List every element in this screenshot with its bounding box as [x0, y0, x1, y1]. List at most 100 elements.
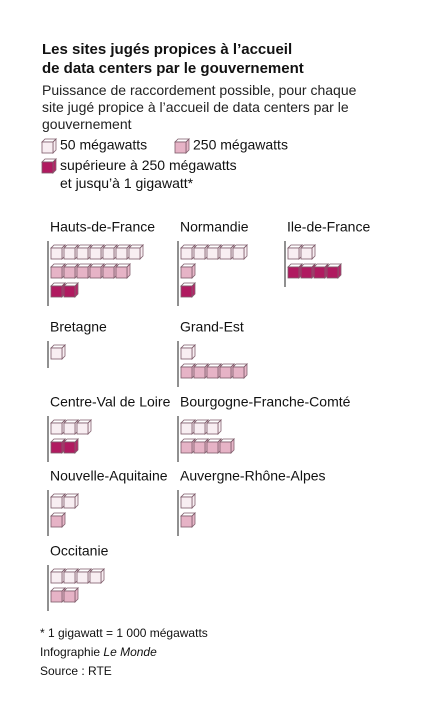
cube-top: [206, 419, 222, 424]
cube-top: [41, 138, 57, 143]
cube-top: [193, 363, 209, 368]
cube-top: [102, 263, 118, 268]
cube-front: [89, 266, 102, 279]
cube-top: [180, 438, 196, 443]
cube-row: [287, 263, 342, 279]
cube-top: [180, 419, 196, 424]
cube-top: [63, 493, 79, 498]
cube-row: [50, 344, 66, 360]
legend-label: 50 mégawatts: [60, 137, 147, 153]
cube-front: [89, 247, 102, 260]
cube-front: [115, 247, 128, 260]
cube-top: [219, 244, 235, 249]
cube-top: [313, 263, 329, 268]
cube-top: [63, 438, 79, 443]
cube-front: [50, 590, 63, 603]
cube-row: [50, 493, 79, 509]
cube-front: [180, 285, 193, 298]
cube-top: [180, 263, 196, 268]
cube-front: [180, 266, 193, 279]
note: * 1 gigawatt = 1 000 mégawatts: [40, 626, 208, 640]
cube-row: [180, 512, 196, 528]
cube-top: [180, 344, 196, 349]
cube-row: [50, 419, 92, 435]
cube-front: [287, 247, 300, 260]
cube-top: [193, 244, 209, 249]
cube-front: [180, 496, 193, 509]
cube-top: [63, 263, 79, 268]
cube-front: [287, 266, 300, 279]
cube-top: [76, 419, 92, 424]
cube-row: [180, 363, 248, 379]
cube-front: [206, 247, 219, 260]
cube-front: [206, 366, 219, 379]
cube-front: [180, 347, 193, 360]
cube-top: [287, 263, 303, 268]
cube-top: [89, 568, 105, 573]
cube-top: [180, 512, 196, 517]
cube-top: [50, 512, 66, 517]
cube-front: [50, 515, 63, 528]
credit-name: Le Monde: [103, 645, 157, 659]
cube-front: [63, 496, 76, 509]
cube-top: [50, 344, 66, 349]
cube-front: [180, 515, 193, 528]
cube-row: [50, 512, 66, 528]
cube-row: [180, 344, 196, 360]
region-name: Bretagne: [50, 319, 107, 335]
cube-front: [232, 247, 245, 260]
cube-top: [115, 244, 131, 249]
cube-top: [174, 138, 190, 143]
cube-front: [193, 441, 206, 454]
region-name: Centre-Val de Loire: [50, 394, 171, 410]
region-name: Auvergne-Rhône-Alpes: [180, 468, 326, 484]
cube-front: [193, 247, 206, 260]
cube-front: [180, 247, 193, 260]
cube-front: [41, 161, 54, 174]
cube-front: [50, 347, 63, 360]
legend-label-line: supérieure à 250 mégawatts: [60, 157, 237, 173]
cube-row: [50, 263, 131, 279]
cube-row: [180, 282, 196, 298]
cube-front: [76, 571, 89, 584]
legend-label: supérieure à 250 mégawatts et jusqu’à 1 g…: [60, 157, 237, 191]
cube-front: [63, 247, 76, 260]
cube-top: [206, 438, 222, 443]
cube-front: [174, 141, 187, 154]
legend-swatch: [174, 138, 190, 154]
cube-front: [50, 247, 63, 260]
cube-front: [63, 590, 76, 603]
legend-swatch: [41, 158, 57, 174]
source: Source : RTE: [40, 664, 112, 678]
cube-top: [50, 282, 66, 287]
cube-row: [180, 419, 222, 435]
cube-front: [206, 422, 219, 435]
cube-front: [50, 496, 63, 509]
region-name: Ile-de-France: [287, 219, 370, 235]
cube-front: [50, 441, 63, 454]
cube-front: [50, 266, 63, 279]
cube-top: [219, 363, 235, 368]
cube-front: [102, 247, 115, 260]
cube-row: [287, 244, 316, 260]
cube-top: [287, 244, 303, 249]
cube-top: [300, 263, 316, 268]
cube-front: [63, 571, 76, 584]
cube-front: [180, 422, 193, 435]
cube-front: [63, 285, 76, 298]
cube-top: [50, 568, 66, 573]
cube-top: [89, 263, 105, 268]
cube-front: [219, 247, 232, 260]
cube-front: [63, 422, 76, 435]
cube-front: [232, 366, 245, 379]
credit-label: Infographie: [40, 645, 100, 659]
cube-top: [102, 244, 118, 249]
cube-top: [180, 282, 196, 287]
cube-row: [50, 587, 79, 603]
cube-top: [50, 587, 66, 592]
cube-front: [76, 247, 89, 260]
cube-top: [63, 244, 79, 249]
cube-front: [76, 422, 89, 435]
